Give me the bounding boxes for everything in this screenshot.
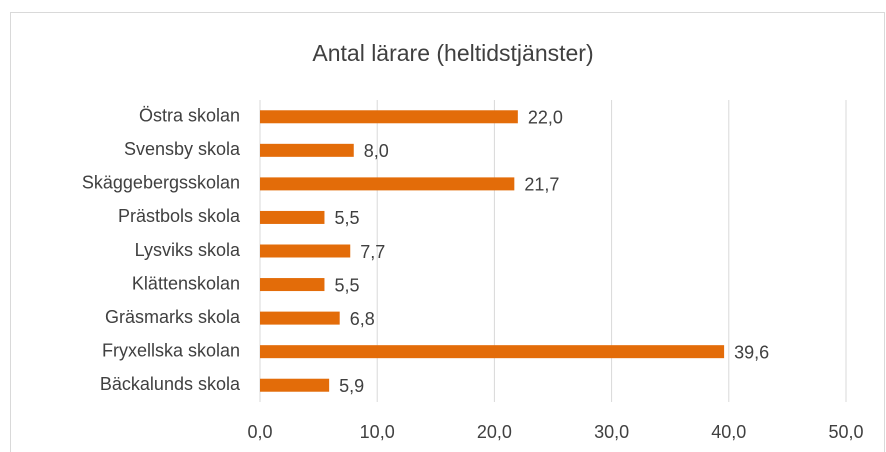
bar: [260, 177, 515, 191]
data-label: 6,8: [350, 309, 375, 329]
y-tick-label: Gräsmarks skola: [105, 307, 241, 327]
y-tick-label: Fryxellska skolan: [102, 340, 240, 360]
chart-title: Antal lärare (heltidstjänster): [312, 40, 593, 66]
bar: [260, 278, 325, 292]
data-label: 22,0: [528, 108, 563, 128]
y-tick-label: Prästbols skola: [118, 206, 241, 226]
y-tick-label: Skäggebergsskolan: [82, 173, 240, 193]
x-tick-label: 10,0: [360, 422, 395, 442]
y-tick-label: Svensby skola: [124, 139, 241, 159]
x-tick-label: 30,0: [594, 422, 629, 442]
y-tick-label: Bäckalunds skola: [100, 374, 241, 394]
x-tick-label: 0,0: [247, 422, 272, 442]
y-tick-label: Lysviks skola: [135, 240, 241, 260]
bar: [260, 110, 518, 124]
data-label: 5,5: [334, 208, 359, 228]
data-label: 21,7: [524, 175, 559, 195]
bar: [260, 311, 340, 325]
chart-border: [10, 12, 885, 452]
x-tick-label: 20,0: [477, 422, 512, 442]
data-label: 5,5: [334, 275, 359, 295]
data-label: 7,7: [360, 242, 385, 262]
data-label: 39,6: [734, 342, 769, 362]
data-label: 8,0: [364, 141, 389, 161]
bar: [260, 378, 330, 392]
y-tick-label: Klättenskolan: [132, 273, 240, 293]
data-label: 5,9: [339, 376, 364, 396]
bar: [260, 210, 325, 224]
bar: [260, 244, 351, 258]
x-tick-label: 40,0: [711, 422, 746, 442]
x-tick-label: 50,0: [828, 422, 863, 442]
bar: [260, 345, 725, 359]
y-tick-label: Östra skolan: [139, 106, 240, 126]
bar: [260, 143, 354, 157]
